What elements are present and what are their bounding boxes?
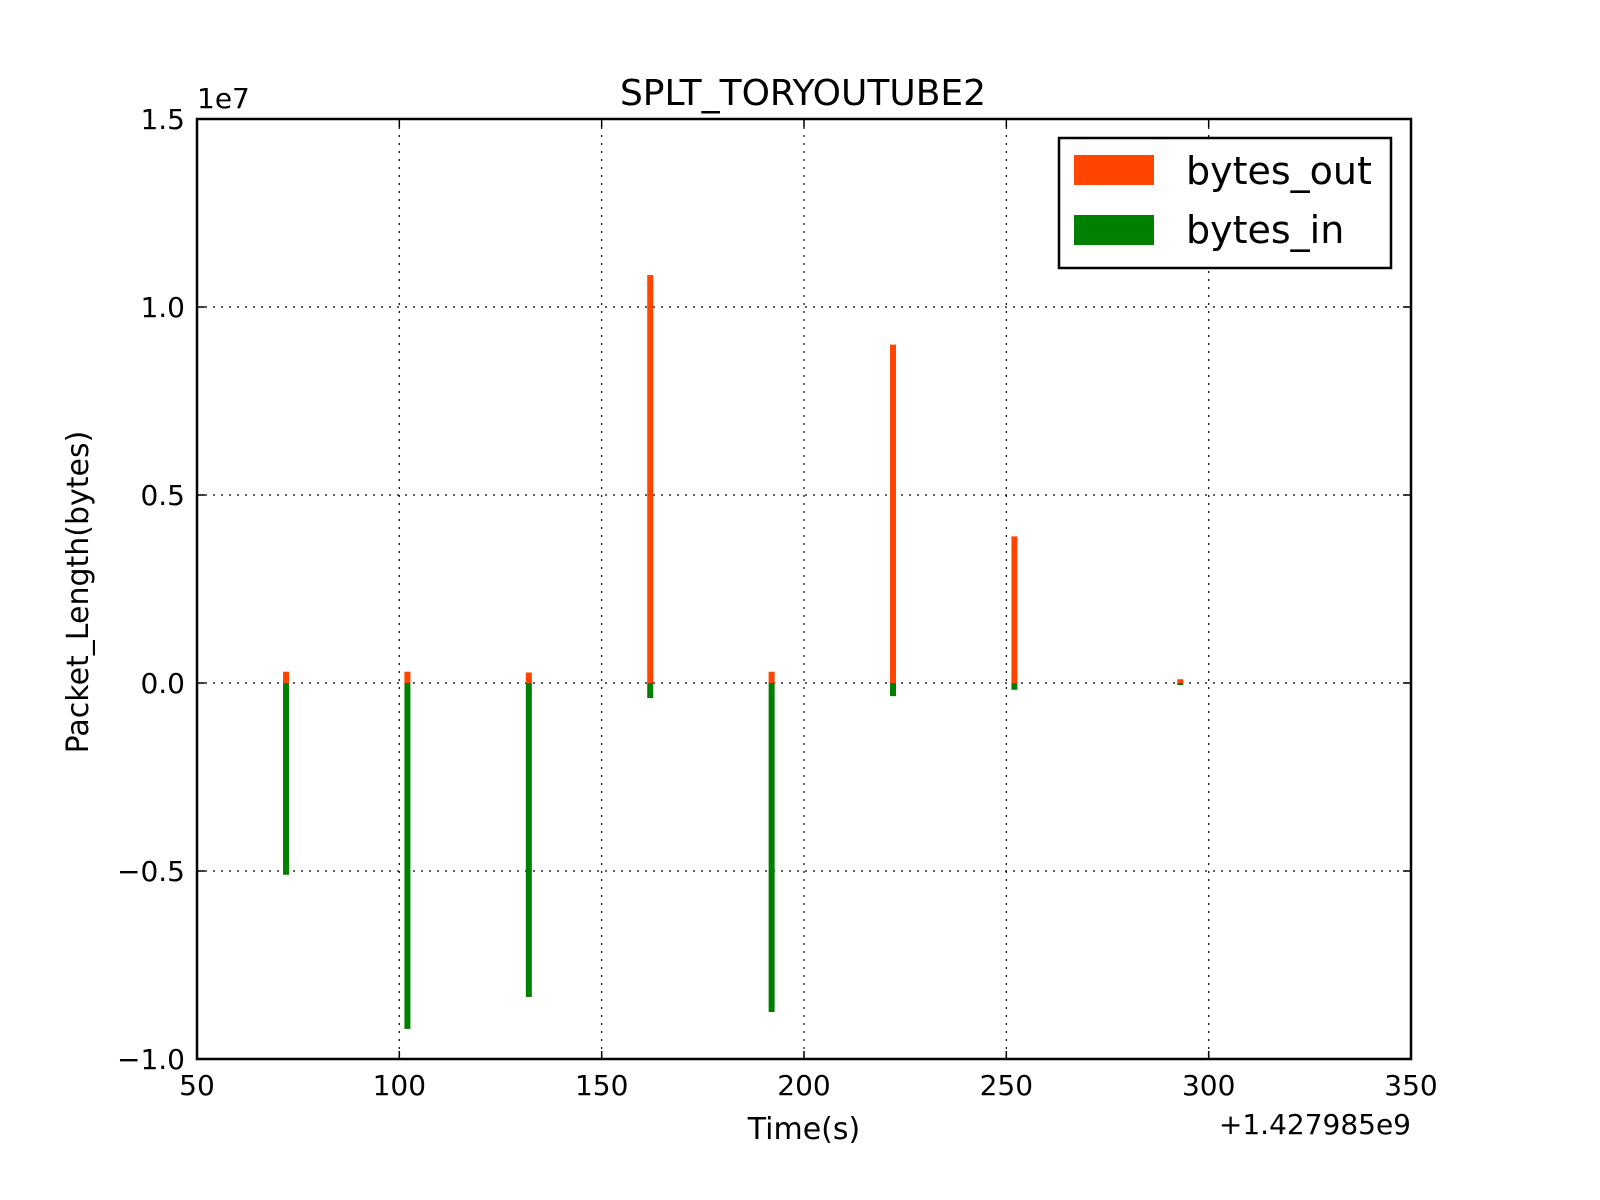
chart-title: SPLT_TORYOUTUBE2 — [620, 73, 986, 114]
axis-ticks: 50 100 150 200 250 300 350 −1.0 −0.5 0.0 0.5 1.0 1.5 — [117, 103, 1438, 1102]
bar-bytes-out — [890, 344, 897, 683]
y-tick-label: 1.0 — [140, 291, 185, 324]
x-tick-label: 200 — [777, 1069, 830, 1102]
y-tick-label: −0.5 — [117, 855, 185, 888]
x-tick-label: 350 — [1384, 1069, 1437, 1102]
bar-bytes-out — [1177, 679, 1184, 683]
legend-label-bytes-out: bytes_out — [1186, 149, 1372, 193]
y-tick-label: 0.5 — [140, 479, 185, 512]
bar-bytes-in — [1177, 683, 1184, 685]
bar-bytes-out — [1011, 536, 1018, 683]
bar-bytes-in — [890, 683, 897, 697]
bar-bytes-in — [404, 683, 411, 1029]
legend-swatch-bytes-out — [1074, 155, 1154, 185]
x-tick-label: 150 — [575, 1069, 628, 1102]
x-axis-label: Time(s) — [747, 1112, 860, 1147]
x-offset-text: +1.427985e9 — [1219, 1108, 1411, 1141]
legend-swatch-bytes-in — [1074, 215, 1154, 245]
bar-bytes-out — [283, 671, 290, 683]
bars-group — [283, 275, 1184, 1029]
bar-bytes-out — [525, 672, 532, 683]
y-tick-label: 1.5 — [140, 103, 185, 136]
bar-bytes-in — [525, 683, 532, 997]
y-tick-label: 0.0 — [140, 667, 185, 700]
legend: bytes_out bytes_in — [1057, 136, 1393, 270]
bar-bytes-in — [283, 683, 290, 875]
x-tick-label: 100 — [373, 1069, 426, 1102]
x-tick-label: 250 — [980, 1069, 1033, 1102]
bar-bytes-in — [647, 683, 654, 699]
bar-bytes-out — [404, 671, 411, 683]
bar-bytes-out — [647, 275, 654, 683]
y-axis-label: Packet_Length(bytes) — [61, 431, 96, 754]
legend-label-bytes-in: bytes_in — [1186, 208, 1344, 252]
x-tick-label: 300 — [1182, 1069, 1235, 1102]
y-tick-label: −1.0 — [117, 1043, 185, 1076]
bar-bytes-in — [768, 683, 775, 1012]
x-tick-label: 50 — [179, 1069, 215, 1102]
bar-bytes-in — [1011, 683, 1018, 690]
bar-bytes-out — [768, 671, 775, 683]
y-scale-text: 1e7 — [197, 82, 250, 115]
